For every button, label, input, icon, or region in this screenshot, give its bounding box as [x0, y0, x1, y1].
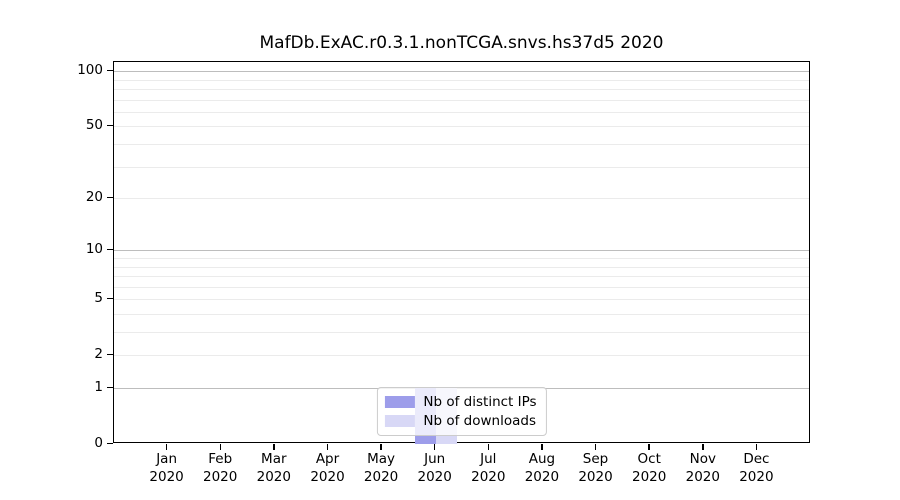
x-tick-Jul-2020 — [487, 444, 490, 450]
y-tick-0 — [107, 442, 113, 444]
y-tick-20 — [107, 196, 113, 198]
x-tick-Aug-2020 — [541, 444, 543, 450]
major-gridline-10 — [114, 250, 809, 252]
minor-gridline-80 — [114, 88, 809, 90]
legend-swatch-downloads — [384, 414, 415, 427]
y-tick-100 — [107, 69, 113, 72]
y-tick-10 — [107, 248, 113, 251]
minor-gridline-9 — [114, 257, 809, 259]
x-tick-label-Aug-2020: Aug 2020 — [524, 451, 560, 485]
legend-label-downloads: Nb of downloads — [423, 412, 536, 429]
x-tick-label-Nov-2020: Nov 2020 — [685, 451, 720, 485]
x-tick-label-Sep-2020: Sep 2020 — [578, 451, 613, 485]
x-tick-Jun-2020 — [433, 444, 436, 450]
x-tick-Nov-2020 — [702, 444, 704, 450]
y-tick-1 — [107, 386, 113, 388]
plot-area: Nb of distinct IPs Nb of downloads — [113, 61, 810, 444]
minor-gridline-40 — [114, 143, 809, 145]
minor-gridline-20 — [114, 198, 809, 199]
legend: Nb of distinct IPs Nb of downloads — [376, 387, 547, 436]
minor-gridline-3 — [114, 332, 809, 333]
minor-gridline-50 — [114, 126, 809, 128]
y-tick-5 — [107, 297, 113, 300]
x-tick-label-Mar-2020: Mar 2020 — [256, 451, 291, 485]
x-tick-Oct-2020 — [648, 444, 650, 450]
y-tick-label-5: 5 — [94, 290, 103, 307]
y-tick-50 — [107, 124, 113, 127]
minor-gridline-90 — [114, 79, 809, 81]
legend-item-distinct-ips: Nb of distinct IPs — [384, 392, 537, 411]
x-tick-label-Dec-2020: Dec 2020 — [739, 451, 774, 485]
y-tick-2 — [107, 353, 113, 356]
y-tick-label-100: 100 — [77, 62, 103, 79]
y-tick-label-20: 20 — [85, 189, 103, 205]
minor-gridline-2 — [114, 355, 809, 357]
minor-gridline-7 — [114, 276, 809, 277]
minor-gridline-30 — [114, 166, 809, 168]
x-tick-Apr-2020 — [326, 444, 329, 450]
x-tick-label-May-2020: May 2020 — [363, 451, 399, 485]
legend-label-distinct-ips: Nb of distinct IPs — [423, 393, 537, 410]
minor-gridline-60 — [114, 111, 809, 113]
legend-swatch-distinct-ips — [384, 395, 415, 408]
x-tick-label-Jun-2020: Jun 2020 — [417, 451, 452, 485]
x-tick-Sep-2020 — [594, 444, 597, 450]
legend-item-downloads: Nb of downloads — [384, 411, 536, 430]
y-tick-label-1: 1 — [94, 379, 103, 395]
x-tick-Feb-2020 — [219, 444, 221, 450]
minor-gridline-70 — [114, 99, 809, 101]
x-tick-label-Feb-2020: Feb 2020 — [203, 451, 238, 485]
minor-gridline-5 — [114, 299, 809, 301]
y-tick-label-0: 0 — [94, 435, 103, 451]
x-tick-label-Jul-2020: Jul 2020 — [471, 451, 506, 485]
x-tick-May-2020 — [380, 444, 382, 450]
minor-gridline-4 — [114, 313, 809, 315]
y-tick-label-10: 10 — [85, 241, 103, 258]
minor-gridline-8 — [114, 266, 809, 268]
x-tick-Dec-2020 — [755, 444, 758, 450]
x-tick-label-Oct-2020: Oct 2020 — [632, 451, 667, 485]
x-tick-label-Jan-2020: Jan 2020 — [149, 451, 184, 485]
x-tick-Jan-2020 — [165, 444, 168, 450]
major-gridline-100 — [114, 71, 809, 73]
y-tick-label-50: 50 — [85, 117, 103, 134]
chart-title: MafDb.ExAC.r0.3.1.nonTCGA.snvs.hs37d5 20… — [259, 33, 664, 53]
x-tick-Mar-2020 — [273, 444, 275, 450]
minor-gridline-6 — [114, 286, 809, 288]
x-tick-label-Apr-2020: Apr 2020 — [310, 451, 345, 485]
y-tick-label-2: 2 — [94, 346, 103, 363]
